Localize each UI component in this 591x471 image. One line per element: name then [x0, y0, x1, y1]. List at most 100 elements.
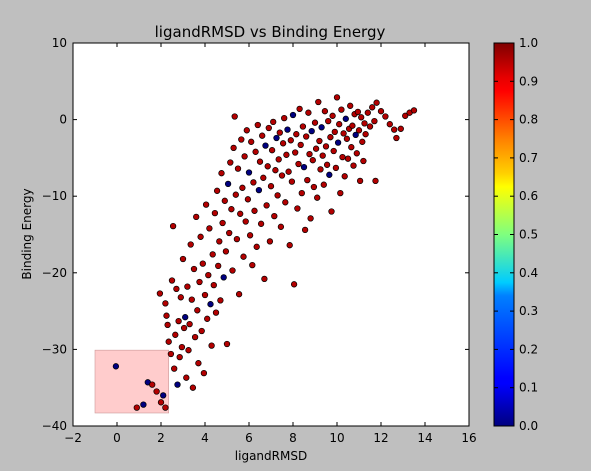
data-point	[220, 274, 227, 281]
data-point	[242, 218, 249, 225]
data-point	[153, 388, 160, 395]
data-point	[256, 158, 264, 165]
y-tick-label: −40	[42, 419, 67, 433]
data-point	[255, 186, 263, 194]
colorbar-tick-label: 0.7	[519, 151, 538, 165]
colorbar-tick-label: 0.5	[519, 228, 538, 242]
data-point	[188, 296, 195, 303]
data-point	[326, 171, 333, 178]
data-point	[321, 108, 329, 115]
data-point	[264, 163, 271, 170]
data-point	[325, 117, 332, 125]
data-point	[347, 102, 354, 109]
chart-title: ligandRMSD vs Binding Energy	[155, 23, 386, 41]
data-point	[311, 119, 319, 126]
data-point	[360, 157, 367, 165]
data-point	[238, 136, 245, 143]
data-point	[168, 277, 176, 284]
data-point	[254, 121, 261, 129]
data-point	[329, 112, 336, 119]
data-point	[164, 321, 171, 329]
data-point	[333, 94, 341, 101]
data-point	[179, 255, 187, 263]
data-point	[284, 126, 291, 133]
data-point	[286, 242, 293, 249]
data-point	[189, 384, 197, 391]
data-point	[253, 243, 260, 250]
data-point	[171, 365, 178, 372]
data-point	[217, 297, 224, 304]
data-point	[263, 202, 270, 209]
data-point	[219, 219, 226, 227]
data-point	[386, 121, 393, 128]
highlight-region	[94, 349, 169, 414]
data-point	[187, 241, 194, 248]
colorbar-tick-label: 0.2	[519, 342, 538, 356]
x-tick-label: −2	[64, 431, 82, 445]
x-tick-label: 14	[417, 431, 432, 445]
data-point	[353, 150, 360, 157]
data-point	[337, 189, 344, 197]
data-point	[316, 137, 323, 145]
data-point	[274, 192, 281, 199]
data-point	[210, 281, 217, 289]
data-point	[339, 153, 346, 161]
data-point	[308, 127, 315, 135]
data-point	[305, 109, 312, 116]
data-point	[246, 232, 254, 239]
data-point	[206, 225, 213, 232]
data-point	[199, 260, 206, 267]
data-point	[391, 126, 398, 133]
data-point	[195, 360, 202, 367]
data-point	[293, 131, 300, 138]
data-point	[204, 315, 211, 322]
x-tick-label: 10	[329, 431, 344, 445]
data-point	[372, 177, 379, 185]
data-point	[332, 164, 340, 172]
data-point	[211, 209, 219, 217]
data-point	[182, 314, 189, 321]
data-point	[356, 177, 364, 185]
data-point	[266, 238, 274, 245]
data-point	[338, 106, 345, 113]
data-point	[410, 107, 418, 114]
data-point	[133, 404, 140, 411]
data-point	[295, 160, 302, 168]
data-point	[268, 147, 276, 154]
data-point	[177, 294, 184, 301]
data-point	[200, 369, 208, 377]
data-point	[393, 134, 400, 142]
data-point	[230, 144, 237, 152]
data-point	[355, 127, 363, 134]
data-point	[259, 132, 266, 139]
x-tick-label: 6	[245, 431, 253, 445]
data-point	[205, 271, 212, 279]
colorbar-ticks: 0.0 0.1 0.2 0.3 0.4 0.5 0.6 0.7 0.8 0.9 1.0	[494, 36, 538, 433]
data-point	[328, 208, 335, 215]
data-point	[215, 262, 222, 270]
data-point	[169, 222, 177, 230]
data-point	[231, 113, 238, 120]
data-point	[222, 248, 230, 255]
data-point	[307, 215, 314, 222]
colorbar-tick-label: 0.3	[519, 304, 538, 318]
data-point	[322, 143, 330, 150]
data-point	[341, 173, 348, 180]
data-point	[304, 176, 311, 184]
data-point	[241, 153, 248, 160]
y-tick-label: −20	[42, 266, 67, 280]
data-point	[251, 207, 258, 214]
y-tick-label: 0	[59, 113, 67, 127]
data-point	[183, 374, 190, 381]
colorbar-tick-label: 0.4	[519, 266, 538, 280]
data-point	[228, 206, 235, 213]
data-point	[342, 115, 349, 122]
data-point	[318, 124, 325, 131]
data-point	[282, 199, 289, 206]
data-point	[227, 159, 234, 166]
data-point	[190, 265, 198, 273]
data-point	[317, 166, 324, 173]
y-axis-label: Binding Energy	[20, 188, 34, 279]
x-axis-label: ligandRMSD	[235, 449, 307, 463]
data-point	[198, 327, 205, 335]
